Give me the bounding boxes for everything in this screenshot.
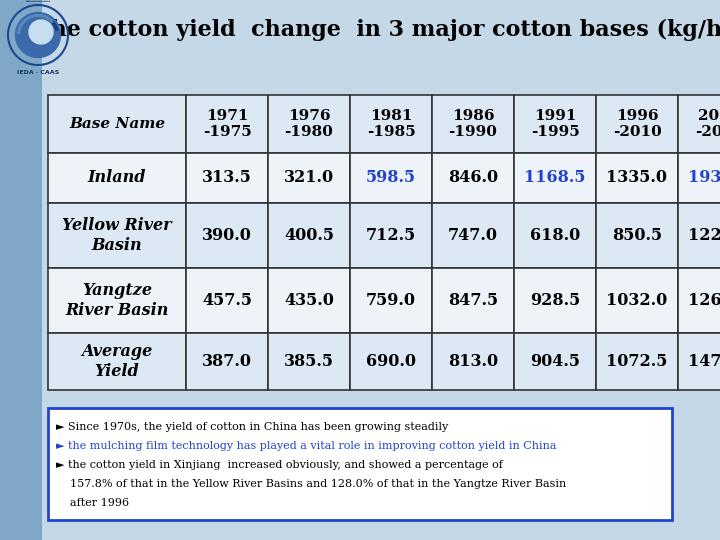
Text: 928.5: 928.5 <box>530 292 580 309</box>
Text: 1473.0: 1473.0 <box>688 353 720 370</box>
Text: 400.5: 400.5 <box>284 227 334 244</box>
Text: 385.5: 385.5 <box>284 353 334 370</box>
Text: ► the cotton yield in Xinjiang  increased obviously, and showed a percentage of: ► the cotton yield in Xinjiang increased… <box>56 460 503 470</box>
Text: 农业环境与可持续发展: 农业环境与可持续发展 <box>25 0 50 2</box>
Text: 847.5: 847.5 <box>448 292 498 309</box>
Bar <box>678 153 720 203</box>
Bar <box>514 95 596 153</box>
Bar <box>268 153 350 203</box>
Bar <box>268 268 350 333</box>
Text: 747.0: 747.0 <box>448 227 498 244</box>
Text: ► the mulching film technology has played a vital role in improving cotton yield: ► the mulching film technology has playe… <box>56 441 557 451</box>
Text: 1986
-1990: 1986 -1990 <box>449 109 498 139</box>
Text: 1335.0: 1335.0 <box>606 170 667 186</box>
Bar <box>596 268 678 333</box>
Bar <box>514 268 596 333</box>
Text: 1981
-1985: 1981 -1985 <box>366 109 415 139</box>
Text: 813.0: 813.0 <box>448 353 498 370</box>
Bar <box>432 153 514 203</box>
Bar <box>186 333 268 390</box>
Text: 313.5: 313.5 <box>202 170 252 186</box>
Text: 1032.0: 1032.0 <box>606 292 667 309</box>
Text: 759.0: 759.0 <box>366 292 416 309</box>
Bar <box>432 333 514 390</box>
Bar <box>432 203 514 268</box>
Text: 618.0: 618.0 <box>530 227 580 244</box>
Text: after 1996: after 1996 <box>56 498 129 508</box>
Bar <box>0 0 42 540</box>
Text: 457.5: 457.5 <box>202 292 252 309</box>
Text: 1996
-2010: 1996 -2010 <box>613 109 662 139</box>
Text: Average
Yield: Average Yield <box>81 343 153 380</box>
Bar <box>678 268 720 333</box>
Circle shape <box>29 20 53 44</box>
Text: 1936.5: 1936.5 <box>688 170 720 186</box>
Bar <box>268 95 350 153</box>
Text: Yellow River
Basin: Yellow River Basin <box>62 217 172 254</box>
Text: 1976
-1980: 1976 -1980 <box>284 109 333 139</box>
Text: 1991
-1995: 1991 -1995 <box>531 109 580 139</box>
Bar <box>514 153 596 203</box>
Text: 321.0: 321.0 <box>284 170 334 186</box>
Bar <box>48 203 186 268</box>
Bar <box>186 268 268 333</box>
Bar <box>596 95 678 153</box>
Bar <box>186 95 268 153</box>
Bar <box>432 268 514 333</box>
Text: ► Since 1970s, the yield of cotton in China has been growing steadily: ► Since 1970s, the yield of cotton in Ch… <box>56 422 449 432</box>
Bar <box>268 333 350 390</box>
Text: 387.0: 387.0 <box>202 353 252 370</box>
Text: 435.0: 435.0 <box>284 292 334 309</box>
Bar <box>678 95 720 153</box>
Text: The cotton yield  change  in 3 major cotton bases (kg/ha): The cotton yield change in 3 major cotto… <box>34 19 720 41</box>
Bar <box>514 203 596 268</box>
Bar <box>432 95 514 153</box>
Bar <box>350 268 432 333</box>
Text: 1221.0: 1221.0 <box>688 227 720 244</box>
Bar <box>48 408 672 520</box>
Bar <box>48 95 186 153</box>
Bar <box>678 333 720 390</box>
Text: 1168.5: 1168.5 <box>524 170 586 186</box>
Bar <box>596 333 678 390</box>
Text: 1072.5: 1072.5 <box>606 353 667 370</box>
Bar <box>186 153 268 203</box>
Text: Base Name: Base Name <box>69 117 165 131</box>
Text: Yangtze
River Basin: Yangtze River Basin <box>66 282 168 319</box>
Text: IEDA · CAAS: IEDA · CAAS <box>17 70 59 75</box>
Bar <box>514 333 596 390</box>
Text: Inland: Inland <box>88 170 146 186</box>
Bar <box>596 153 678 203</box>
Bar <box>350 153 432 203</box>
Bar <box>678 203 720 268</box>
Circle shape <box>16 12 60 57</box>
Bar <box>48 268 186 333</box>
Bar <box>596 203 678 268</box>
Text: 850.5: 850.5 <box>612 227 662 244</box>
Text: 904.5: 904.5 <box>530 353 580 370</box>
Bar <box>268 203 350 268</box>
Text: 690.0: 690.0 <box>366 353 416 370</box>
Bar <box>350 95 432 153</box>
Bar <box>350 333 432 390</box>
Bar <box>186 203 268 268</box>
Bar <box>48 333 186 390</box>
Text: 1261.5: 1261.5 <box>688 292 720 309</box>
Text: 846.0: 846.0 <box>448 170 498 186</box>
Text: 2011
-2015: 2011 -2015 <box>695 109 720 139</box>
Text: 598.5: 598.5 <box>366 170 416 186</box>
Text: 157.8% of that in the Yellow River Basins and 128.0% of that in the Yangtze Rive: 157.8% of that in the Yellow River Basin… <box>56 479 566 489</box>
Text: 712.5: 712.5 <box>366 227 416 244</box>
Bar <box>48 153 186 203</box>
Text: 390.0: 390.0 <box>202 227 252 244</box>
Text: 1971
-1975: 1971 -1975 <box>202 109 251 139</box>
Bar <box>350 203 432 268</box>
